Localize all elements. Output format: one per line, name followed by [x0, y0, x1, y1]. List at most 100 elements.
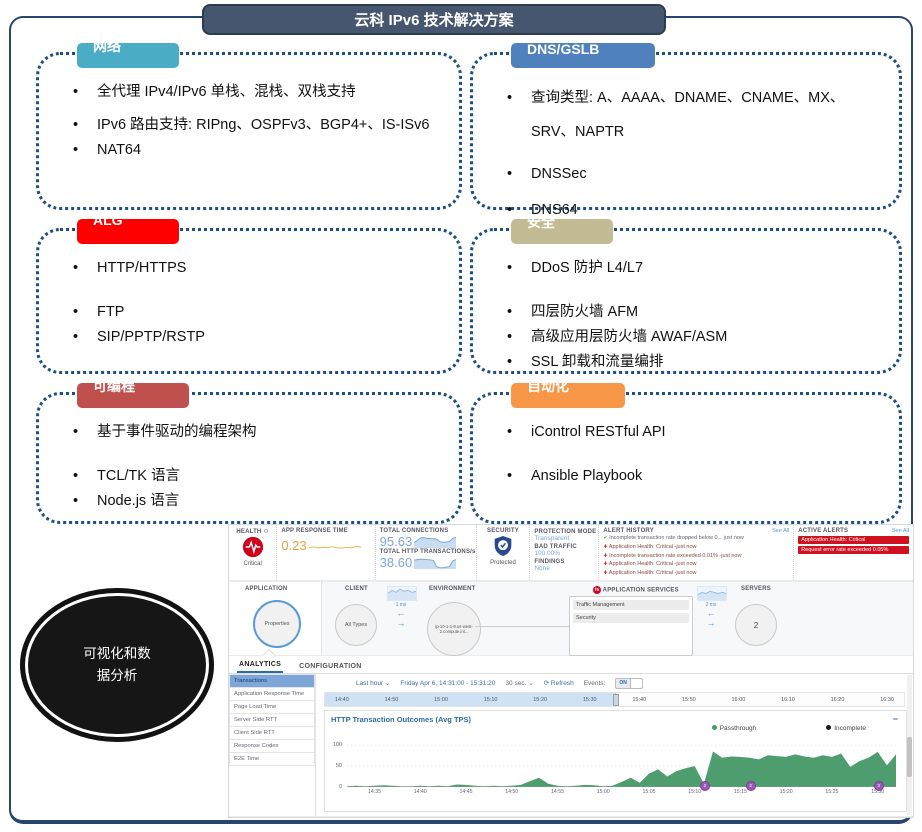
timeline-handle[interactable] — [612, 694, 619, 706]
feature-item: Node.js 语言 — [39, 490, 441, 512]
protection-mode-label: PROTECTION MODE — [534, 529, 597, 535]
event-marker[interactable]: 2 — [699, 781, 710, 791]
feature-item: TCL/TK 语言 — [39, 465, 441, 487]
client-traffic-thumbnail — [387, 586, 417, 601]
service-row-security[interactable]: Security — [573, 613, 689, 623]
security-status: Protected — [490, 560, 516, 566]
scrollbar-thumb[interactable] — [907, 737, 912, 777]
alert-history-item: ✚ Application Health: Critical -just now — [603, 570, 697, 576]
refresh-button[interactable]: ⟳ Refresh — [543, 680, 574, 687]
environment-column-label: ENVIRONMENT — [429, 586, 476, 592]
range-dropdown[interactable]: Last hour ⌄ — [356, 680, 391, 687]
health-label: HEALTH — [236, 529, 262, 535]
legend-passthrough[interactable]: Passthrough — [711, 725, 756, 732]
feature-item: SSL 卸载和流量编排 — [473, 351, 881, 373]
feature-box-network: 网络 全代理 IPv4/IPv6 单栈、混栈、双栈支持 IPv6 路由支持: R… — [36, 43, 462, 210]
application-services-box: Traffic Management Security — [569, 596, 693, 656]
sidebar-item-response-codes[interactable]: Response Codes — [229, 740, 315, 753]
analytics-content: Transactions Application Response Time P… — [229, 674, 913, 816]
app-response-time-label: APP RESPONSE TIME — [281, 528, 348, 534]
interval-dropdown[interactable]: 30 sec. ⌄ — [505, 680, 534, 687]
health-status: Critical — [243, 561, 262, 567]
timeline-band[interactable]: 14:40 14:50 15:00 15:10 15:20 15:30 15:40 15… — [324, 692, 905, 707]
alert-icon: ✚ — [603, 561, 608, 568]
http-transactions-label: TOTAL HTTP TRANSACTIONS/s — [379, 549, 476, 555]
metrics-sidebar: Transactions Application Response Time P… — [229, 674, 316, 816]
visualization-ellipse: 可视化和数据分析 — [28, 596, 206, 734]
total-connections-value: 95.63 — [379, 534, 413, 549]
servers-node[interactable]: 2 — [735, 604, 777, 646]
feature-item: SIP/PPTP/RSTP — [39, 326, 441, 348]
client-column-label: CLIENT — [345, 586, 368, 592]
events-label: Events: — [583, 679, 606, 687]
feature-item: IPv6 路由支持: RIPng、OSPFv3、BGP4+、IS-ISv6 — [39, 114, 441, 136]
tab-network-label: 网络 — [77, 43, 179, 68]
scrollbar-track[interactable] — [907, 675, 912, 815]
tps-markers: 2 2 3 — [347, 741, 896, 791]
feature-item: 四层防火墙 AFM — [473, 301, 881, 323]
gear-icon[interactable]: ⚙ — [263, 529, 269, 535]
left-arrow-icon: ← — [706, 608, 716, 618]
check-icon: ✔ — [603, 535, 608, 541]
alert-history-item: ✔ Incomplete transaction rate dropped be… — [603, 535, 744, 541]
active-alert-banner[interactable]: Request error rate exceeded 0.05% — [798, 546, 909, 554]
feature-box-programmable: 可编程 基于事件驱动的编程架构 TCL/TK 语言 Node.js 语言 — [36, 383, 462, 524]
findings-label: FINDINGS — [534, 558, 565, 565]
feature-box-dns-gslb: DNS/GSLB 查询类型: A、AAAA、DNAME、CNAME、MX、SRV… — [470, 43, 902, 221]
active-alert-banner[interactable]: Application Health: Critical — [798, 536, 909, 544]
app-response-time-sparkline — [308, 539, 361, 553]
alert-icon: ✚ — [603, 570, 608, 576]
sidebar-item-transactions[interactable]: Transactions — [229, 674, 315, 688]
total-connections-sparkline — [413, 536, 457, 548]
application-properties-node[interactable]: Properties — [253, 600, 301, 648]
tps-ylabels: 0 50 100 — [332, 742, 342, 790]
right-arrow-icon: → — [396, 618, 406, 628]
analytics-dashboard: HEALTH ⚙ Critical APP RESPONSE TIME 0.23… — [228, 524, 914, 818]
feature-item: HTTP/HTTPS — [39, 257, 441, 279]
event-marker[interactable]: 2 — [745, 781, 756, 791]
tab-configuration[interactable]: CONFIGURATION — [299, 663, 362, 670]
chart-title: HTTP Transaction Outcomes (Avg TPS) — [331, 715, 472, 724]
sidebar-item-application-response-time[interactable]: Application Response Time — [229, 688, 315, 701]
alert-history-item: ✚ Application Health: Critical -just now — [603, 543, 697, 550]
alert-history-label: ALERT HISTORY — [603, 528, 654, 534]
http-transactions-sparkline — [414, 557, 457, 569]
active-alerts-label: ACTIVE ALERTS — [798, 528, 849, 534]
feature-item: 高级应用层防火墙 AWAF/ASM — [473, 326, 881, 348]
health-critical-icon — [233, 536, 272, 560]
findings-value: None — [534, 564, 550, 572]
alert-history-see-all-link[interactable]: See All — [772, 528, 790, 534]
sidebar-item-client-side-rtt[interactable]: Client Side RTT — [229, 727, 315, 740]
tps-chart-card: HTTP Transaction Outcomes (Avg TPS) − Pa… — [324, 710, 907, 812]
minimize-chart-button[interactable]: − — [892, 714, 898, 724]
sidebar-item-e2e-time[interactable]: E2E Time — [229, 753, 315, 766]
bad-traffic-label: BAD TRAFFIC — [534, 543, 577, 550]
feature-item: iControl RESTful API — [473, 421, 881, 443]
http-transactions-value: 38.60 — [379, 555, 413, 570]
toggle-knob[interactable] — [630, 678, 643, 688]
sidebar-item-page-load-time[interactable]: Page Load Time — [229, 701, 315, 714]
application-column-label: APPLICATION — [245, 586, 288, 592]
page-title-text: 云科 IPv6 技术解决方案 — [354, 12, 514, 29]
page-title: 云科 IPv6 技术解决方案 — [202, 4, 666, 35]
event-marker[interactable]: 3 — [873, 781, 884, 791]
alert-icon: ✚ — [603, 552, 608, 559]
feature-item: DNSSec — [473, 163, 881, 185]
dashboard-header-strip: HEALTH ⚙ Critical APP RESPONSE TIME 0.23… — [229, 525, 913, 580]
tab-analytics[interactable]: ANALYTICS — [237, 658, 284, 673]
feature-item: FTP — [39, 301, 441, 323]
sidebar-item-server-side-rtt[interactable]: Server Side RTT — [229, 714, 315, 727]
tab-alg-label: ALG — [77, 219, 179, 244]
service-row-traffic-management[interactable]: Traffic Management — [573, 600, 689, 610]
active-alerts-see-all-link[interactable]: See All — [891, 528, 909, 534]
alert-icon: ✚ — [603, 543, 608, 550]
events-toggle[interactable]: ON — [615, 677, 644, 689]
environment-node[interactable]: ip-10-1-1-9.us-west-2.compute.int... — [427, 602, 481, 656]
client-node[interactable]: All Types — [335, 604, 377, 646]
feature-item: 基于事件驱动的编程架构 — [39, 421, 441, 443]
tps-plot — [347, 741, 896, 788]
legend-incomplete[interactable]: Incomplete — [826, 725, 866, 732]
feature-item: 全代理 IPv4/IPv6 单栈、混栈、双栈支持 — [39, 81, 441, 103]
visualization-ellipse-label: 可视化和数据分析 — [83, 646, 151, 683]
tab-dns-gslb-label: DNS/GSLB — [511, 43, 655, 68]
